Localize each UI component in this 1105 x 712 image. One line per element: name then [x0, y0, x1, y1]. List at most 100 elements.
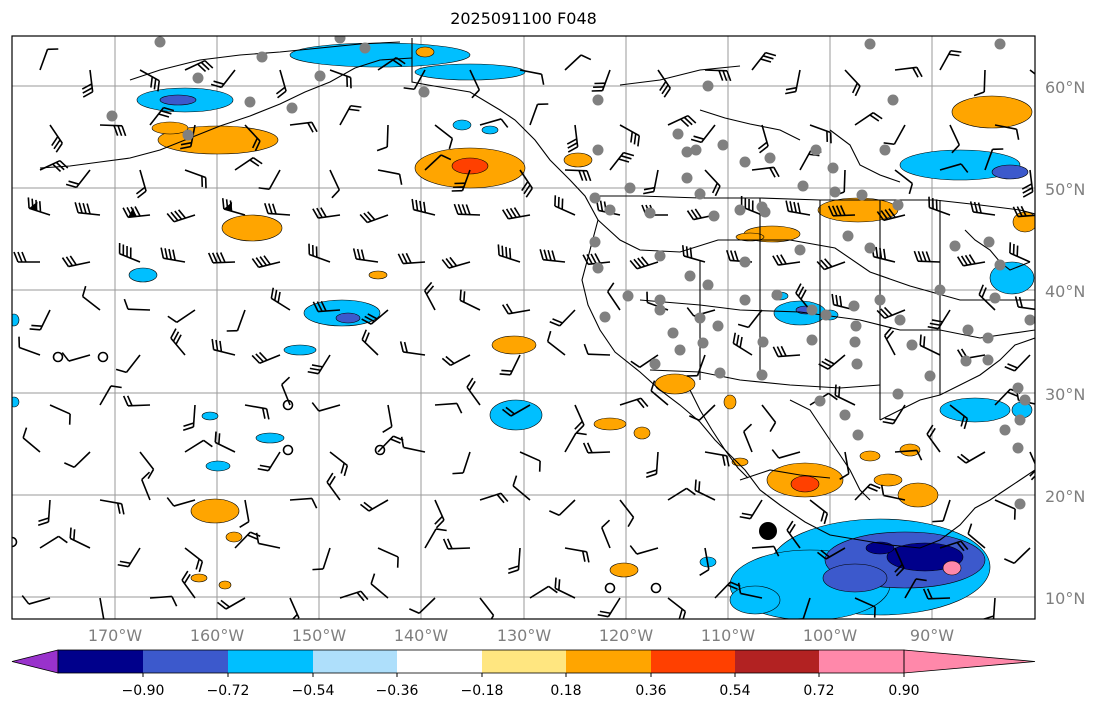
barb-feather: [497, 244, 500, 256]
barb-feather: [51, 136, 59, 146]
barb-feather: [623, 151, 635, 157]
barb-feather: [992, 148, 1004, 151]
barb-feather: [1016, 206, 1023, 217]
barb-feather: [456, 403, 463, 414]
barb-staff: [967, 533, 986, 549]
wind-barb: [882, 404, 906, 425]
colorbar-label: −0.90: [121, 683, 165, 699]
station-dot: [874, 294, 886, 306]
barb-feather: [263, 255, 271, 265]
barb-feather: [363, 501, 373, 510]
barb-feather: [785, 86, 797, 91]
barb-feather: [390, 438, 401, 444]
station-dot: [599, 311, 611, 323]
wind-barb: [854, 597, 876, 618]
barb-feather: [960, 163, 969, 173]
colorbar-segment: [228, 650, 313, 673]
station-dot: [1012, 442, 1024, 454]
barb-feather: [637, 135, 641, 147]
wind-barb: [549, 499, 576, 517]
barb-feather: [549, 510, 560, 517]
barb-feather: [594, 253, 601, 264]
barb-feather: [578, 170, 584, 181]
barb-feather: [599, 610, 611, 615]
wind-barb: [329, 169, 341, 199]
wind-barb: [667, 597, 687, 619]
barb-feather: [215, 252, 222, 263]
barb-feather: [883, 142, 895, 146]
barb-staff: [667, 487, 688, 501]
wind-barb: [29, 309, 51, 331]
barb-feather: [690, 138, 702, 144]
shaded-region: [822, 563, 888, 593]
barb-staff: [82, 295, 101, 311]
wind-barb: [546, 330, 566, 356]
barb-feather: [275, 86, 286, 95]
barb-staff: [894, 169, 913, 185]
barb-feather: [442, 538, 449, 550]
barb-feather: [590, 253, 597, 264]
barb-feather: [259, 464, 271, 469]
barb-feather: [392, 59, 403, 67]
station-dot: [708, 210, 720, 222]
shaded-region: [939, 397, 1011, 423]
barb-feather: [350, 104, 362, 108]
wind-barb: [49, 404, 71, 425]
barb-feather: [540, 74, 545, 85]
wind-barb: [539, 249, 566, 263]
colorbar-segment: [566, 650, 651, 673]
barb-staff: [639, 354, 659, 368]
barb-feather: [37, 521, 49, 527]
wind-barb: [312, 547, 331, 571]
barb-staff: [418, 597, 436, 614]
shaded-region: [593, 417, 627, 431]
wind-barb: [1004, 354, 1031, 372]
barb-feather: [22, 427, 28, 439]
barb-feather: [316, 301, 323, 312]
wind-barb: [704, 69, 732, 82]
wind-barb: [607, 282, 621, 311]
wind-barb: [312, 207, 341, 219]
barb-feather: [359, 503, 370, 512]
shaded-region: [12, 313, 20, 327]
barb-staff: [424, 154, 442, 171]
barb-feather: [561, 198, 564, 210]
barb-feather: [399, 341, 404, 353]
coastline: [411, 38, 1035, 549]
coastline: [600, 195, 1035, 215]
barb-feather: [785, 200, 790, 212]
wind-barb: [983, 597, 996, 619]
barb-feather: [839, 205, 846, 216]
barb-staff: [519, 69, 542, 75]
barb-feather: [258, 187, 270, 191]
barb-feather: [513, 207, 521, 218]
barb-feather: [586, 442, 593, 453]
barb-staff: [244, 499, 250, 522]
wind-barb: [81, 69, 94, 98]
coastline: [879, 337, 1035, 421]
station-dot: [827, 162, 839, 174]
wind-barb: [275, 69, 287, 99]
barb-staff: [1029, 69, 1035, 85]
barb-feather: [869, 114, 880, 122]
barb-feather: [307, 370, 319, 375]
wind-barb: [772, 345, 801, 358]
barb-feather: [693, 135, 705, 140]
barb-feather: [769, 167, 776, 178]
barb-feather: [788, 523, 796, 534]
barb-feather: [645, 473, 657, 479]
barb-feather: [574, 420, 583, 430]
barb-feather: [117, 125, 123, 137]
wind-barb: [211, 338, 236, 356]
barb-feather: [346, 76, 349, 87]
barb-staff: [751, 545, 775, 549]
wind-barb: [834, 384, 856, 406]
barb-feather: [505, 303, 513, 314]
shaded-region: [723, 394, 737, 410]
station-dot: [856, 189, 868, 201]
barb-feather: [137, 190, 147, 199]
wind-barb: [312, 300, 341, 313]
barb-feather: [867, 486, 878, 492]
barb-feather: [789, 201, 794, 213]
